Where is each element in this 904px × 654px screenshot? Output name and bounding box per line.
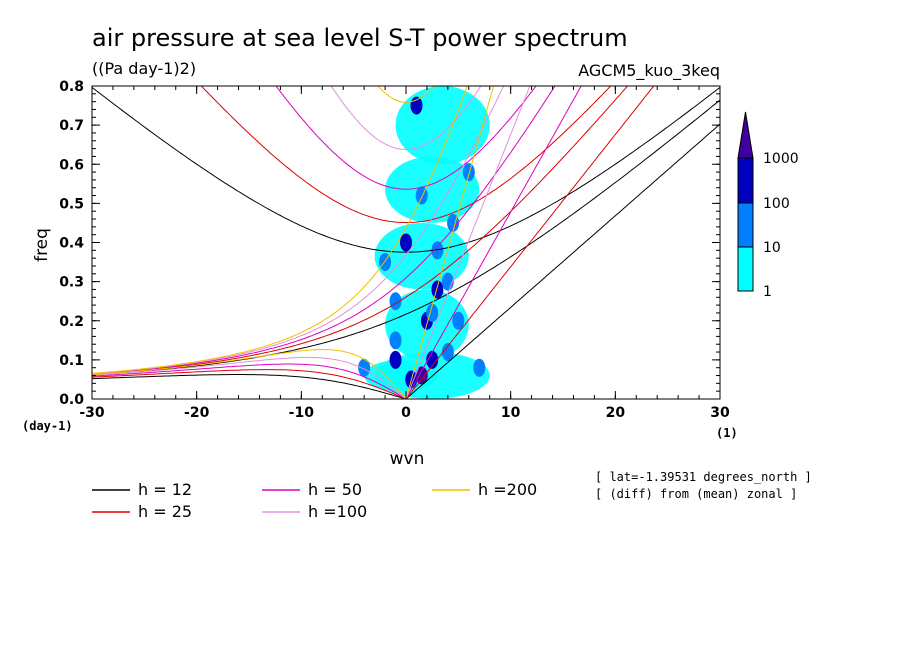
dispersion-h50 <box>92 86 582 399</box>
legend-label: h = 25 <box>138 502 192 521</box>
spectrum-blob <box>473 358 486 377</box>
spectrum-blob <box>389 331 402 350</box>
legend-label: h = 50 <box>308 480 362 499</box>
x-tick-label: 20 <box>606 405 626 421</box>
spectrum-shading <box>358 86 490 399</box>
y-tick-label: 0.7 <box>59 118 84 134</box>
colorbar-tick-label: 10 <box>763 240 781 256</box>
spectrum-blob <box>452 311 465 330</box>
y-tick-label: 0.1 <box>59 353 84 369</box>
legend: h = 12 h = 25 h = 50 h =100 h =200 <box>92 480 537 521</box>
legend-label: h =100 <box>308 502 367 521</box>
spectrum-blob <box>426 350 439 369</box>
y-tick-label: 0.4 <box>59 236 84 252</box>
colorbar-tick-label: 1 <box>763 284 772 300</box>
y-tick-label: 0.0 <box>59 392 84 408</box>
colorbar: 1 10 100 1000 <box>737 111 799 300</box>
spectrum-blob <box>431 280 444 299</box>
plot-area: -30 -20 -10 0 10 20 30 0.0 0.1 0.2 0.3 0.4 0.5 0.6 0.7… <box>59 79 730 421</box>
spectrum-blob <box>410 96 423 115</box>
y-tick-label: 0.6 <box>59 157 84 173</box>
spectrum-blob <box>431 241 444 260</box>
dispersion-h25 <box>92 86 655 399</box>
experiment-label: AGCM5_kuo_3keq <box>578 61 720 81</box>
chart-title: air pressure at sea level S-T power spec… <box>92 24 628 52</box>
legend-label: h = 12 <box>138 480 192 499</box>
x-tick-label: 10 <box>501 405 521 421</box>
y-tick-label: 0.5 <box>59 196 84 212</box>
units-label: ((Pa day-1)2) <box>92 59 196 78</box>
y-tick-label: 0.2 <box>59 314 84 330</box>
colorbar-segment <box>737 157 754 204</box>
y-unit-label: (day-1) <box>22 419 73 433</box>
spectrum-blob <box>400 233 412 252</box>
spectrum-blob <box>415 366 428 385</box>
spectrum-blob <box>462 163 475 182</box>
dispersion-h100 <box>92 86 531 399</box>
colorbar-arrow <box>737 111 754 159</box>
plot-inner <box>92 86 720 399</box>
legend-label: h =200 <box>478 480 537 499</box>
y-axis-label: freq <box>32 228 52 262</box>
x-unit-label: (1) <box>716 426 738 440</box>
spectrum-blob <box>389 350 402 369</box>
x-tick-label: -10 <box>289 405 315 421</box>
x-tick-label: -20 <box>184 405 210 421</box>
colorbar-segment <box>737 246 754 292</box>
colorbar-tick-label: 100 <box>763 196 790 212</box>
y-tick-label: 0.3 <box>59 275 84 291</box>
x-axis-label: wvn <box>390 449 425 469</box>
diff-annotation: [ (diff) from (mean) zonal ] <box>595 487 797 501</box>
lat-annotation: [ lat=-1.39531 degrees_north ] <box>595 470 812 484</box>
spectrum-blob <box>358 358 371 377</box>
y-tick-label: 0.8 <box>59 79 84 95</box>
spectrum-blob <box>441 343 454 362</box>
x-tick-label: 30 <box>710 405 730 421</box>
dispersion-h200 <box>92 86 495 399</box>
dispersion-h12 <box>92 87 720 399</box>
x-tick-label: -30 <box>79 405 105 421</box>
colorbar-segment <box>737 202 754 248</box>
colorbar-tick-label: 1000 <box>763 151 799 167</box>
x-tick-label: 0 <box>401 405 411 421</box>
